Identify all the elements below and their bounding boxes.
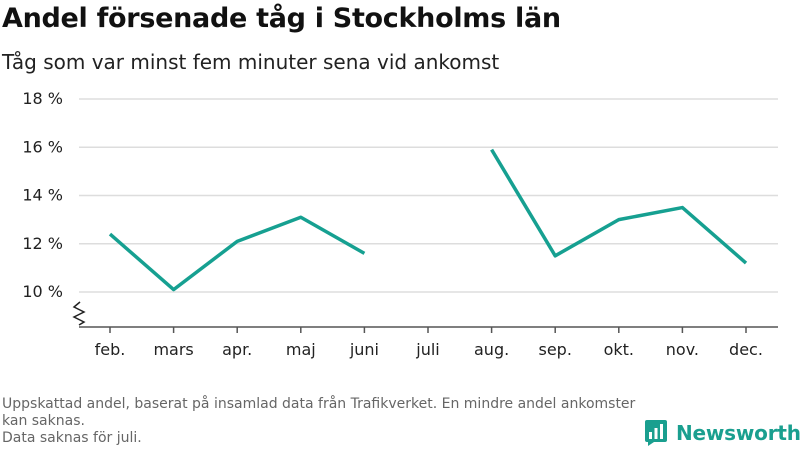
- y-tick-label: 14 %: [22, 186, 63, 205]
- x-tick-label: okt.: [604, 340, 634, 359]
- x-tick-label: sep.: [538, 340, 571, 359]
- footer-note-source: Uppskattad andel, baserat på insamlad da…: [2, 396, 636, 429]
- footer-note-missing: Data saknas för juli.: [2, 430, 142, 446]
- y-tick-label: 16 %: [22, 137, 63, 156]
- chart-title: Andel försenade tåg i Stockholms län: [2, 3, 561, 34]
- series-line: [108, 215, 366, 292]
- logo-text: Newsworthy: [676, 421, 800, 445]
- y-tick-label: 12 %: [22, 234, 63, 253]
- x-tick-label: maj: [286, 340, 316, 359]
- x-tick-label: juli: [415, 340, 439, 359]
- chart-subtitle: Tåg som var minst fem minuter sena vid a…: [2, 50, 500, 74]
- x-tick-label: juni: [349, 340, 379, 359]
- axis-break-icon: [72, 301, 86, 326]
- newsworthy-logo: Newsworthy: [644, 419, 800, 447]
- chart-footer: Uppskattad andel, baserat på insamlad da…: [2, 396, 642, 447]
- x-tick-label: feb.: [95, 340, 126, 359]
- x-tick-label: dec.: [729, 340, 763, 359]
- x-tick-label: mars: [153, 340, 193, 359]
- x-tick-label: aug.: [474, 340, 509, 359]
- y-tick-label: 10 %: [22, 282, 63, 301]
- bar-chart-logo-icon: [645, 420, 667, 446]
- y-tick-label: 18 %: [22, 89, 63, 108]
- series-line: [490, 148, 748, 265]
- x-tick-label: nov.: [666, 340, 699, 359]
- x-tick-label: apr.: [222, 340, 252, 359]
